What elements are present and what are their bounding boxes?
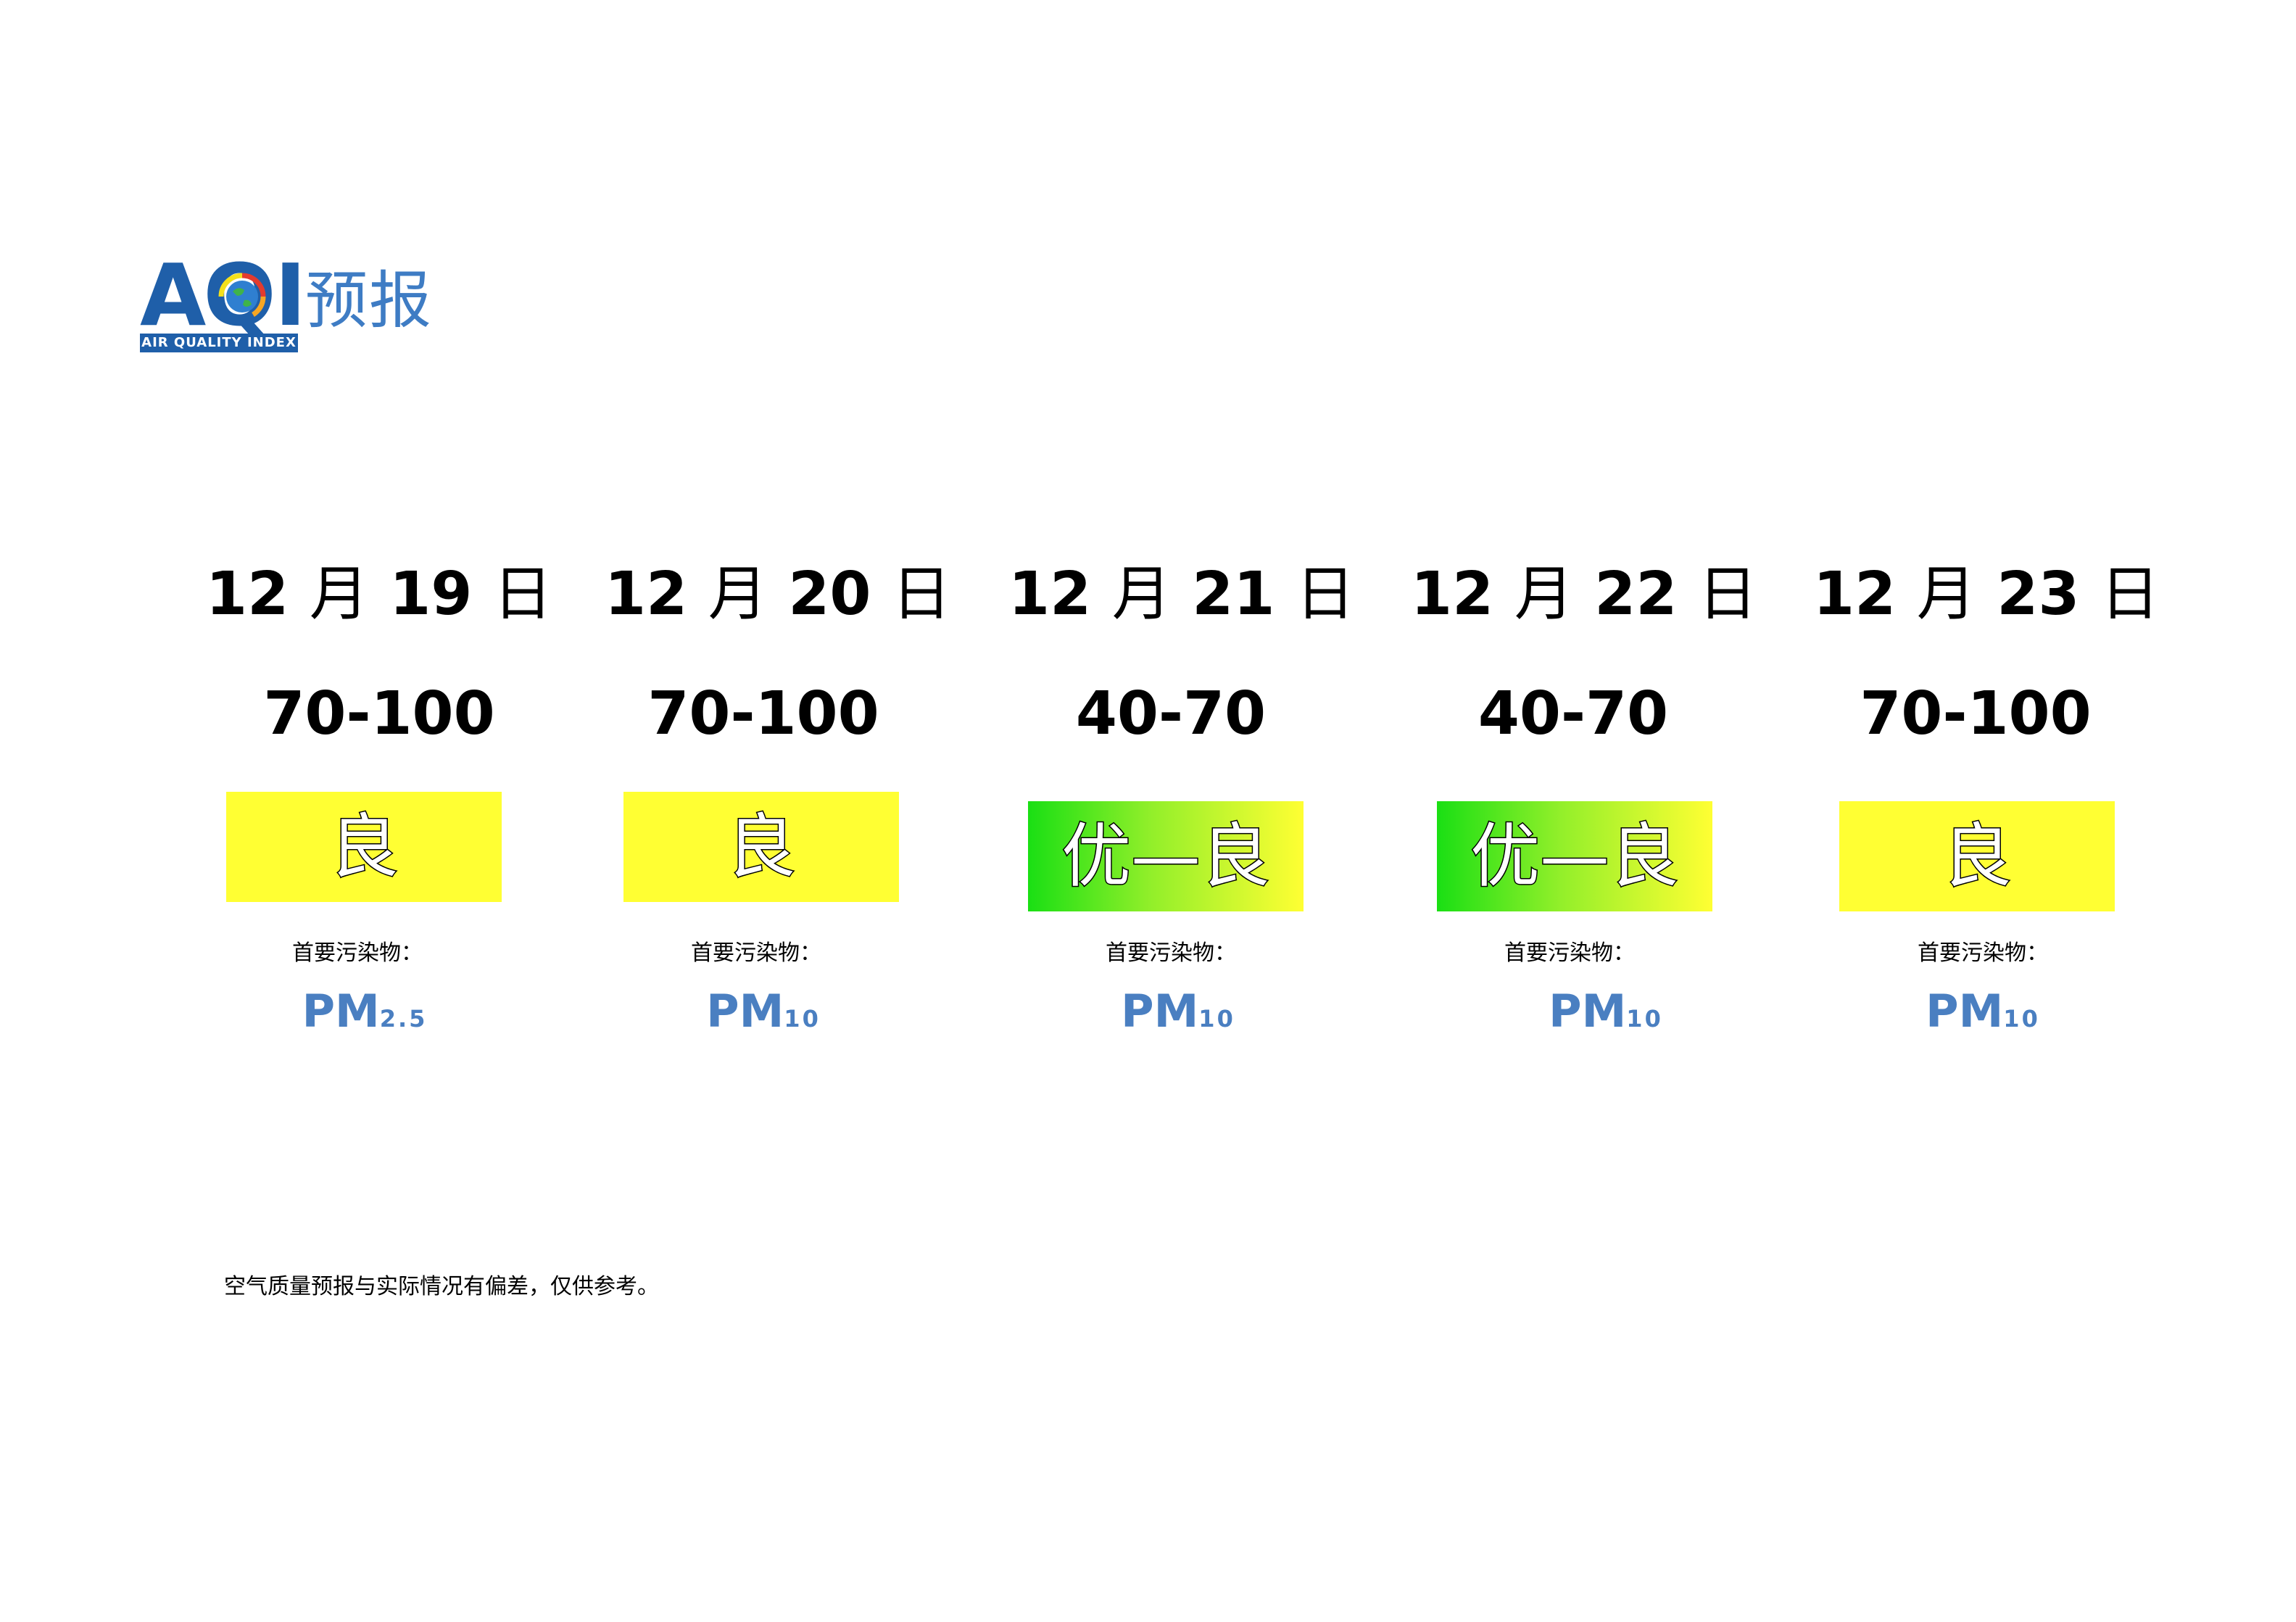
primary-pollutant: PM10 (1794, 979, 2171, 1051)
primary-pollutant: PM2.5 (176, 979, 553, 1051)
pollutant-subscript: 2.5 (379, 1005, 428, 1033)
date-month-unit: 月 (1514, 560, 1574, 629)
pollutant-name: PM (302, 985, 380, 1038)
date-day: 22 (1594, 560, 1678, 629)
primary-pollutant: PM10 (990, 979, 1367, 1051)
aqi-logo: A Q I AIR QUALITY INDEX 预报 (140, 245, 444, 357)
forecast-day: 12 月 23 日 70-100 良 首要污染物： PM10 (1798, 551, 2175, 1059)
aqi-level-badge: 良 (623, 792, 899, 902)
date-day-unit: 日 (2100, 560, 2160, 629)
aqi-level-badge: 优—良 (1437, 801, 1712, 911)
date-day: 21 (1192, 560, 1275, 629)
forecast-date: 12 月 22 日 (1396, 551, 1773, 638)
aqi-range: 70-100 (647, 679, 879, 748)
aqi-range: 40-70 (1075, 679, 1267, 748)
disclaimer-note: 空气质量预报与实际情况有偏差，仅供参考。 (224, 1274, 659, 1299)
aqi-level-badge: 良 (226, 792, 502, 902)
aqi-level-badge: 良 (1839, 801, 2115, 911)
date-month-unit: 月 (708, 560, 768, 629)
aqi-level-text: 良 (328, 806, 400, 889)
pollutant-name: PM (706, 985, 784, 1038)
date-day-unit: 日 (492, 560, 552, 629)
primary-pollutant-label: 首要污染物： (1504, 940, 1635, 966)
date-month: 12 (1411, 560, 1494, 629)
pollutant-name: PM (1549, 985, 1627, 1038)
date-day-unit: 日 (1295, 560, 1355, 629)
forecast-date: 12 月 19 日 (191, 551, 568, 638)
pollutant-subscript: 10 (1626, 1005, 1663, 1033)
primary-pollutant-label: 首要污染物： (1106, 940, 1236, 966)
primary-pollutant: PM10 (575, 979, 952, 1051)
date-day-unit: 日 (1697, 560, 1757, 629)
date-day: 19 (389, 560, 473, 629)
aqi-range: 40-70 (1478, 679, 1669, 748)
pollutant-name: PM (1121, 985, 1199, 1038)
date-day: 20 (788, 560, 871, 629)
date-month-unit: 月 (1111, 560, 1172, 629)
aqi-level-badge: 优—良 (1028, 801, 1304, 911)
aqi-level-text: 良 (726, 806, 797, 889)
date-day: 23 (1997, 560, 2080, 629)
logo-subtitle: AIR QUALITY INDEX (140, 334, 298, 352)
forecast-day: 12 月 19 日 70-100 良 首要污染物： PM2.5 (191, 551, 568, 1059)
primary-pollutant-label: 首要污染物： (691, 940, 821, 966)
date-month-unit: 月 (1916, 560, 1976, 629)
pollutant-subscript: 10 (2003, 1005, 2040, 1033)
date-month-unit: 月 (309, 560, 369, 629)
aqi-range: 70-100 (1860, 679, 2092, 748)
aqi-range: 70-100 (263, 679, 495, 748)
page-title: 预报 (305, 265, 433, 337)
forecast-day: 12 月 21 日 40-70 优—良 首要污染物： PM10 (993, 551, 1370, 1059)
primary-pollutant-label: 首要污染物： (1918, 940, 2048, 966)
logo-letter-a: A (140, 245, 206, 345)
forecast-date: 12 月 21 日 (993, 551, 1370, 638)
globe-icon (218, 273, 266, 317)
pollutant-subscript: 10 (784, 1005, 821, 1033)
forecast-date: 12 月 20 日 (589, 551, 966, 638)
aqi-level-text: 良 (1941, 815, 2013, 898)
date-month: 12 (1008, 560, 1092, 629)
forecast-day: 12 月 20 日 70-100 良 首要污染物： PM10 (589, 551, 966, 1059)
aqi-level-text: 优—良 (1470, 815, 1680, 898)
aqi-level-text: 优—良 (1061, 815, 1272, 898)
logo-letter-i: I (274, 245, 307, 345)
forecast-date: 12 月 23 日 (1798, 551, 2175, 638)
date-day-unit: 日 (891, 560, 951, 629)
pollutant-name: PM (1926, 985, 2004, 1038)
date-month: 12 (206, 560, 289, 629)
date-month: 12 (1813, 560, 1897, 629)
primary-pollutant: PM10 (1417, 979, 1794, 1051)
primary-pollutant-label: 首要污染物： (292, 940, 423, 966)
forecast-day: 12 月 22 日 40-70 优—良 首要污染物： PM10 (1396, 551, 1773, 1059)
date-month: 12 (605, 560, 688, 629)
pollutant-subscript: 10 (1198, 1005, 1235, 1033)
